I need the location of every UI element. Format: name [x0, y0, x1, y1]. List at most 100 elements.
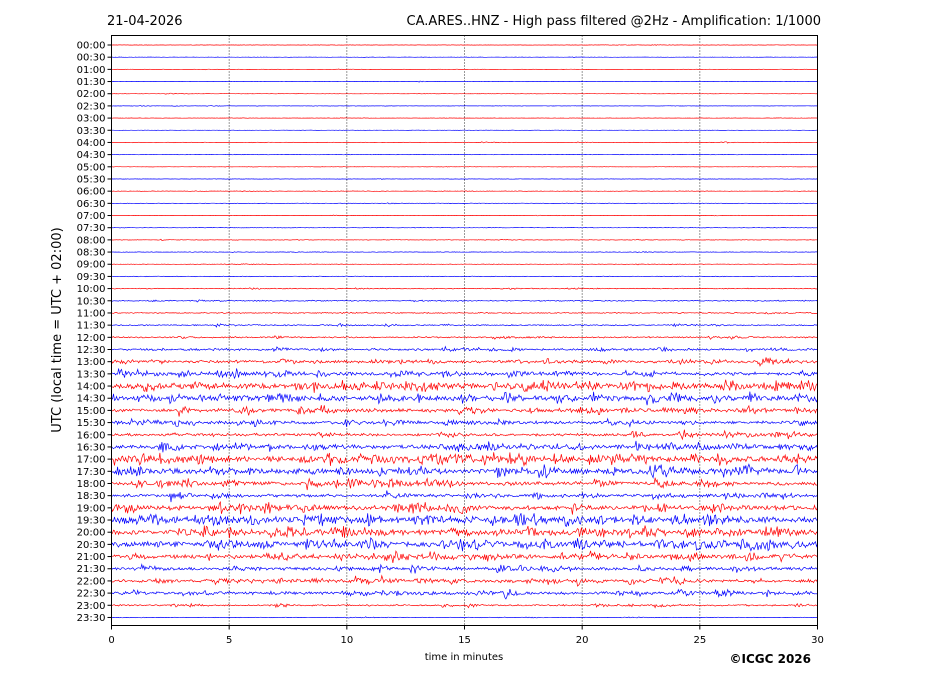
- y-tick-label-45: 22:30: [77, 589, 106, 600]
- trace-0730: [111, 227, 818, 229]
- trace-0030: [111, 56, 818, 58]
- trace-1730: [111, 463, 818, 479]
- y-tick-label-34: 17:00: [77, 455, 106, 466]
- y-tick-label-44: 22:00: [77, 576, 106, 587]
- trace-0600: [111, 190, 818, 193]
- y-tick-label-41: 20:30: [77, 540, 106, 551]
- y-tick-label-1: 00:30: [77, 53, 106, 64]
- y-tick-label-4: 02:00: [77, 89, 106, 100]
- trace-1930: [111, 513, 818, 527]
- x-tick-label-0: 0: [108, 635, 114, 646]
- header-date: 21-04-2026: [107, 14, 183, 29]
- x-tick-label-2: 10: [340, 635, 353, 646]
- x-tick-label-4: 20: [576, 635, 589, 646]
- trace-1600: [111, 429, 818, 441]
- trace-0130: [111, 80, 818, 83]
- y-tick-label-10: 05:00: [77, 162, 106, 173]
- y-tick-label-11: 05:30: [77, 174, 106, 185]
- trace-1100: [111, 311, 818, 315]
- trace-1030: [111, 299, 818, 303]
- trace-2230: [111, 588, 818, 600]
- trace-1130: [111, 322, 818, 328]
- y-tick-label-14: 07:00: [77, 211, 106, 222]
- y-tick-label-36: 18:00: [77, 479, 106, 490]
- y-tick-label-0: 00:00: [77, 41, 106, 52]
- y-tick-label-38: 19:00: [77, 503, 106, 514]
- plot-frame: [111, 35, 818, 626]
- y-tick-label-32: 16:00: [77, 430, 106, 441]
- y-tick-label-9: 04:30: [77, 150, 106, 161]
- y-tick-label-35: 17:30: [77, 467, 106, 478]
- y-tick-label-47: 23:30: [77, 613, 106, 624]
- y-tick-label-29: 14:30: [77, 394, 106, 405]
- trace-0100: [111, 68, 818, 71]
- y-tick-label-15: 07:30: [77, 223, 106, 234]
- minute-tick-labels: 0 5 10 15 20 25 30: [108, 625, 824, 646]
- trace-1330: [111, 368, 818, 380]
- y-tick-label-13: 06:30: [77, 199, 106, 210]
- x-tick-label-3: 15: [458, 635, 471, 646]
- y-tick-label-17: 08:30: [77, 248, 106, 259]
- trace-2200: [111, 574, 818, 587]
- trace-2030: [111, 537, 818, 552]
- copyright-notice: ©ICGC 2026: [729, 652, 811, 666]
- y-tick-label-33: 16:30: [77, 442, 106, 453]
- trace-2130: [111, 563, 818, 574]
- y-tick-label-5: 02:30: [77, 101, 106, 112]
- y-tick-label-24: 12:00: [77, 333, 106, 344]
- trace-0830: [111, 251, 818, 253]
- y-axis-label: UTC (local time = UTC + 02:00): [50, 227, 65, 432]
- trace-2300: [111, 602, 818, 609]
- y-tick-label-20: 10:00: [77, 284, 106, 295]
- header-title: CA.ARES..HNZ - High pass filtered @2Hz -…: [407, 14, 821, 29]
- y-tick-label-27: 13:30: [77, 369, 106, 380]
- trace-0400: [111, 141, 818, 144]
- trace-1400: [111, 379, 818, 393]
- y-tick-label-23: 11:30: [77, 321, 106, 332]
- trace-0800: [111, 238, 818, 241]
- trace-1830: [111, 490, 818, 503]
- trace-1700: [111, 452, 818, 467]
- y-tick-label-3: 01:30: [77, 77, 106, 88]
- x-tick-label-1: 5: [226, 635, 232, 646]
- trace-0230: [111, 105, 818, 107]
- trace-0300: [111, 117, 818, 119]
- y-tick-label-26: 13:00: [77, 357, 106, 368]
- y-tick-label-30: 15:00: [77, 406, 106, 417]
- trace-0700: [111, 214, 818, 217]
- trace-0430: [111, 153, 818, 156]
- trace-1000: [111, 287, 818, 290]
- y-tick-label-8: 04:00: [77, 138, 106, 149]
- y-tick-label-16: 08:00: [77, 235, 106, 246]
- trace-1500: [111, 404, 818, 417]
- x-axis-label: time in minutes: [425, 652, 504, 663]
- y-tick-label-43: 21:30: [77, 564, 106, 575]
- trace-1800: [111, 477, 818, 491]
- trace-2330: [111, 616, 818, 619]
- trace-0000: [111, 44, 818, 46]
- seismic-traces: [111, 44, 818, 619]
- x-tick-label-5: 25: [693, 635, 706, 646]
- trace-1630: [111, 440, 818, 453]
- y-tick-label-37: 18:30: [77, 491, 106, 502]
- trace-1900: [111, 500, 818, 515]
- y-tick-label-18: 09:00: [77, 260, 106, 271]
- y-tick-label-31: 15:30: [77, 418, 106, 429]
- trace-0530: [111, 178, 818, 180]
- y-tick-label-12: 06:00: [77, 187, 106, 198]
- y-tick-label-7: 03:30: [77, 126, 106, 137]
- trace-2100: [111, 550, 818, 563]
- y-tick-label-40: 20:00: [77, 528, 106, 539]
- y-tick-label-42: 21:00: [77, 552, 106, 563]
- y-tick-label-2: 01:00: [77, 65, 106, 76]
- trace-1530: [111, 417, 818, 428]
- trace-1230: [111, 345, 818, 353]
- trace-0930: [111, 275, 818, 278]
- y-tick-label-25: 12:30: [77, 345, 106, 356]
- trace-1200: [111, 335, 818, 340]
- trace-0630: [111, 202, 818, 205]
- x-tick-label-6: 30: [811, 635, 824, 646]
- trace-2000: [111, 525, 818, 539]
